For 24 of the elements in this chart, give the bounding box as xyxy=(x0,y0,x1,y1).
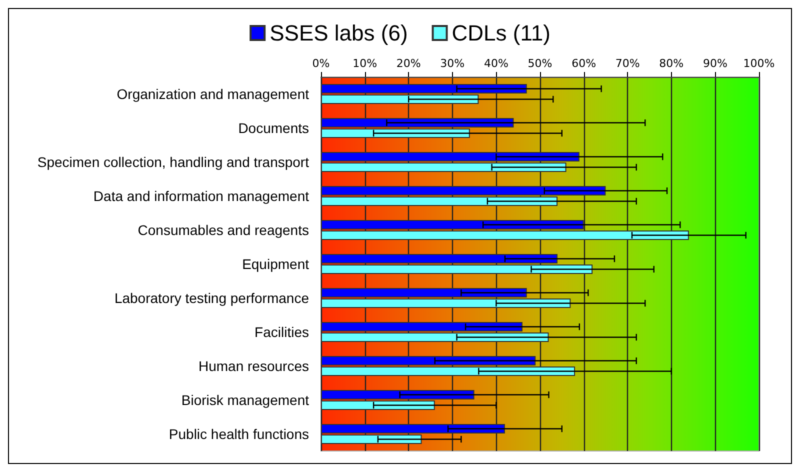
x-tick-label: 40% xyxy=(484,57,508,70)
y-tick-label: Human resources xyxy=(198,358,309,374)
y-tick-label: Laboratory testing performance xyxy=(114,290,310,306)
y-tick-label: Biorisk management xyxy=(181,392,310,408)
y-tick-label: Public health functions xyxy=(168,426,309,442)
y-tick-label: Consumables and reagents xyxy=(138,222,309,238)
x-tick-label: 60% xyxy=(572,57,596,70)
y-tick-label: Equipment xyxy=(242,256,310,272)
y-tick-label: Facilities xyxy=(254,324,309,340)
x-tick-label: 70% xyxy=(615,57,640,70)
y-tick-label: Documents xyxy=(238,120,309,136)
x-tick-label: 90% xyxy=(702,57,728,70)
x-tick-label: 30% xyxy=(440,57,465,70)
y-tick-label: Data and information management xyxy=(93,188,310,204)
y-tick-label: Organization and management xyxy=(116,86,310,102)
x-tick-label: 10% xyxy=(352,57,378,70)
x-tick-label: 100% xyxy=(743,57,775,70)
legend-label: CDLs (11) xyxy=(452,20,550,46)
y-tick-label: Specimen collection, handling and transport xyxy=(37,154,310,170)
x-tick-label: 80% xyxy=(659,57,684,70)
x-tick-label: 0% xyxy=(312,57,330,70)
x-tick-label: 50% xyxy=(528,57,552,70)
legend-label: SSES labs (6) xyxy=(270,20,408,46)
x-tick-label: 20% xyxy=(396,57,421,70)
